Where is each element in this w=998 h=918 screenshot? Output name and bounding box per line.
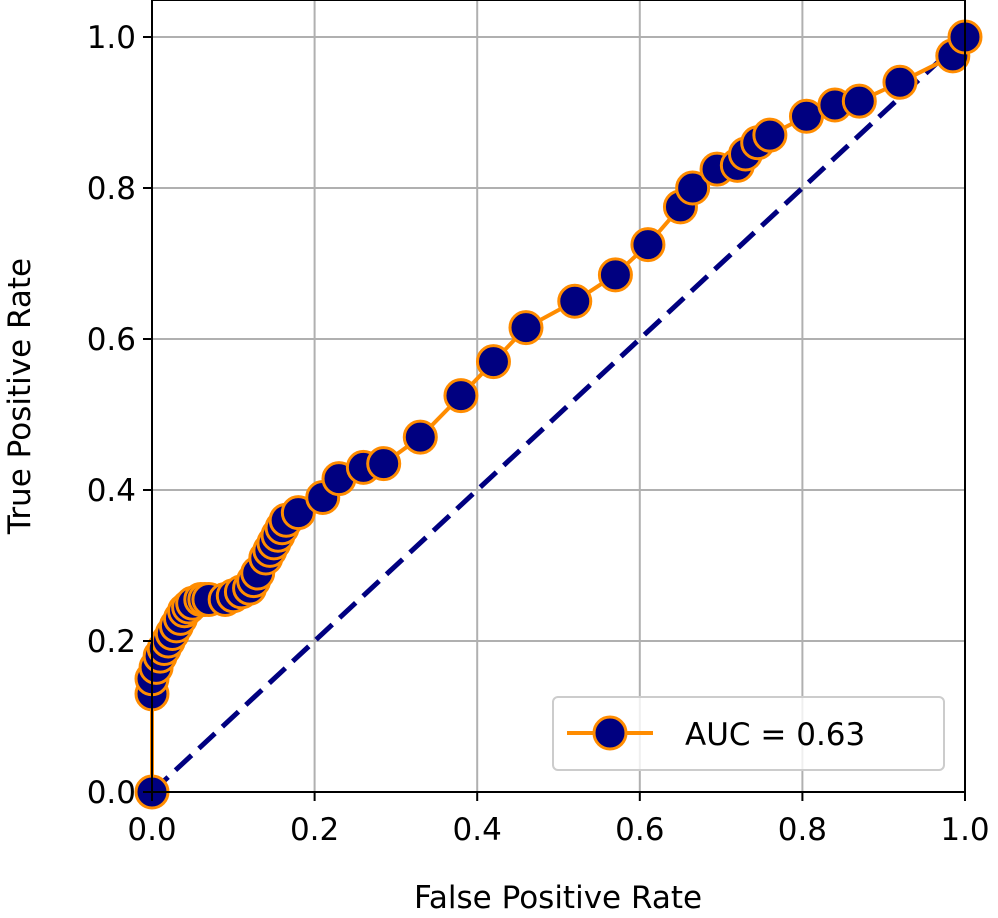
roc-point — [557, 283, 593, 319]
legend: AUC = 0.63 — [552, 696, 945, 771]
x-axis-title: False Positive Rate — [414, 880, 702, 916]
x-tick-label: 0.2 — [290, 812, 339, 848]
roc-point — [508, 310, 544, 346]
chance-reference-line — [150, 35, 967, 794]
y-tick-label: 0.4 — [87, 473, 136, 509]
roc-point — [475, 344, 511, 380]
axis-ticks: 0.0 0.2 0.4 0.6 0.8 1.0 0.0 0.2 0.4 0.6 0.8 1.0 — [87, 20, 990, 848]
roc-point — [366, 446, 402, 482]
roc-point — [630, 227, 666, 263]
x-tick-label: 0.4 — [453, 812, 502, 848]
roc-point — [752, 117, 788, 153]
roc-point — [443, 378, 479, 414]
roc-point — [675, 170, 711, 206]
y-tick-label: 0.2 — [87, 624, 136, 660]
roc-point — [402, 419, 438, 455]
y-tick-label: 0.8 — [87, 171, 136, 207]
y-tick-label: 1.0 — [87, 20, 136, 56]
y-tick-label: 0.0 — [87, 775, 136, 811]
roc-point — [841, 83, 877, 119]
x-tick-label: 0.8 — [778, 812, 827, 848]
legend-marker — [592, 715, 628, 751]
roc-point — [597, 257, 633, 293]
y-axis-title: True Positive Rate — [2, 258, 38, 535]
roc-point — [882, 64, 918, 100]
series-layer — [134, 19, 983, 810]
plot-frame — [151, 0, 966, 793]
reference-line-layer — [150, 35, 967, 794]
x-tick-label: 1.0 — [940, 812, 989, 848]
legend-box — [552, 696, 945, 771]
y-tick-label: 0.6 — [87, 322, 136, 358]
legend-label: AUC = 0.63 — [685, 717, 865, 753]
x-tick-label: 0.6 — [615, 812, 664, 848]
x-tick-label: 0.0 — [127, 812, 176, 848]
